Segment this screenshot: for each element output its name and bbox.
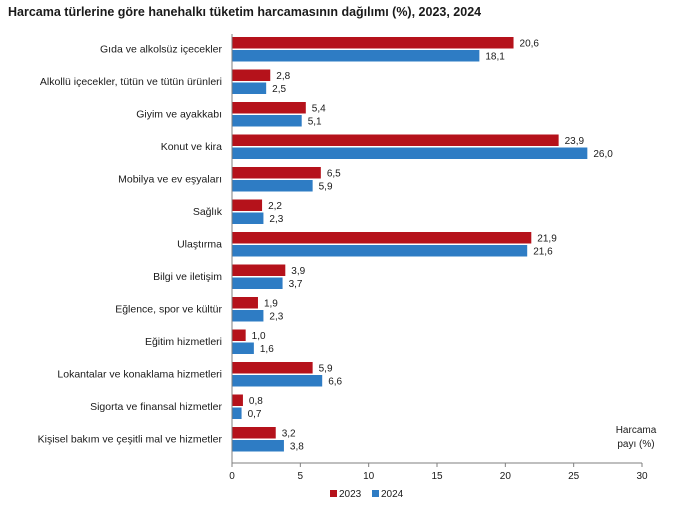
data-label-2024: 21,6 xyxy=(533,247,553,258)
bar-2023 xyxy=(232,134,559,146)
category-label: Mobilya ve ev eşyaları xyxy=(118,174,222,186)
data-label-2024: 6,6 xyxy=(328,377,342,388)
data-label-2023: 1,9 xyxy=(264,299,278,310)
data-label-2023: 0,8 xyxy=(249,396,263,407)
bar-2024 xyxy=(232,212,264,224)
bar-2023 xyxy=(232,297,258,309)
bar-2023 xyxy=(232,232,532,244)
category-label: Konut ve kira xyxy=(161,141,222,153)
category-label: Sigorta ve finansal hizmetler xyxy=(90,401,222,413)
data-label-2024: 3,8 xyxy=(290,442,304,453)
data-label-2023: 3,9 xyxy=(291,266,305,277)
x-axis-title-line2: payı (%) xyxy=(617,439,654,450)
bar-2024 xyxy=(232,407,242,419)
bar-2023 xyxy=(232,102,306,114)
category-label: Sağlık xyxy=(193,206,223,218)
bar-2023 xyxy=(232,167,321,179)
x-tick-label: 25 xyxy=(568,471,580,482)
bar-2023 xyxy=(232,37,514,49)
category-label: Kişisel bakım ve çeşitli mal ve hizmetle… xyxy=(38,434,223,446)
data-label-2023: 20,6 xyxy=(520,39,540,50)
bar-2024 xyxy=(232,50,480,62)
data-label-2024: 3,7 xyxy=(289,279,303,290)
bar-2023 xyxy=(232,329,246,341)
legend-label-2024: 2024 xyxy=(381,489,404,500)
chart-title: Harcama türlerine göre hanehalkı tüketim… xyxy=(8,5,482,19)
data-label-2023: 23,9 xyxy=(565,136,585,147)
x-tick-label: 5 xyxy=(298,471,304,482)
bar-2023 xyxy=(232,199,263,211)
category-labels-group: Gıda ve alkolsüz içecekler Alkollü içecek… xyxy=(38,44,223,446)
bar-2024 xyxy=(232,82,267,94)
category-label: Ulaştırma xyxy=(177,239,222,251)
legend: 2023 2024 xyxy=(330,489,404,500)
data-label-2023: 2,8 xyxy=(276,71,290,82)
bar-2024 xyxy=(232,147,588,159)
legend-label-2023: 2023 xyxy=(339,489,362,500)
data-label-2023: 5,9 xyxy=(319,364,333,375)
x-axis: 0 5 10 15 20 25 30 xyxy=(229,34,648,482)
legend-swatch-2023 xyxy=(330,490,337,497)
bar-2023 xyxy=(232,362,313,374)
data-label-2024: 26,0 xyxy=(593,149,613,160)
data-label-2023: 2,2 xyxy=(268,201,282,212)
category-label: Bilgi ve iletişim xyxy=(153,271,222,283)
x-tick-label: 0 xyxy=(229,471,235,482)
legend-swatch-2024 xyxy=(372,490,379,497)
bar-2024 xyxy=(232,375,323,387)
data-label-2023: 21,9 xyxy=(537,234,557,245)
bar-2024 xyxy=(232,342,254,354)
bars-group xyxy=(232,37,588,452)
data-label-2024: 1,6 xyxy=(260,344,274,355)
bar-2024 xyxy=(232,180,313,192)
data-label-2024: 5,9 xyxy=(319,182,333,193)
data-label-2023: 6,5 xyxy=(327,169,341,180)
data-label-2024: 2,3 xyxy=(269,214,283,225)
value-labels-group: 20,6 18,1 2,8 2,5 5,4 5,1 23,9 26,0 6,5 5,9 2,2 2,3… xyxy=(248,39,614,453)
x-tick-label: 15 xyxy=(431,471,443,482)
data-label-2024: 0,7 xyxy=(248,409,262,420)
bar-2023 xyxy=(232,427,276,439)
x-tick-label: 10 xyxy=(363,471,375,482)
data-label-2023: 1,0 xyxy=(252,331,266,342)
data-label-2024: 2,5 xyxy=(272,84,286,95)
data-label-2023: 5,4 xyxy=(312,104,326,115)
data-label-2024: 2,3 xyxy=(269,312,283,323)
bar-2024 xyxy=(232,245,528,257)
bar-2023 xyxy=(232,264,286,276)
data-label-2023: 3,2 xyxy=(282,429,296,440)
bar-2024 xyxy=(232,277,283,289)
category-label: Lokantalar ve konaklama hizmetleri xyxy=(57,369,222,381)
data-label-2024: 5,1 xyxy=(308,117,322,128)
data-label-2024: 18,1 xyxy=(485,52,505,63)
x-tick-label: 30 xyxy=(636,471,648,482)
category-label: Eğitim hizmetleri xyxy=(145,336,222,348)
bar-2024 xyxy=(232,115,302,127)
category-label: Giyim ve ayakkabı xyxy=(136,109,222,121)
x-tick-label: 20 xyxy=(500,471,512,482)
bar-2024 xyxy=(232,440,284,452)
bar-2023 xyxy=(232,394,243,406)
bar-2023 xyxy=(232,69,271,81)
category-label: Gıda ve alkolsüz içecekler xyxy=(100,44,222,56)
x-axis-title-line1: Harcama xyxy=(616,425,657,436)
category-label: Alkollü içecekler, tütün ve tütün ürünle… xyxy=(40,76,222,88)
category-label: Eğlence, spor ve kültür xyxy=(115,304,222,316)
bar-2024 xyxy=(232,310,264,322)
